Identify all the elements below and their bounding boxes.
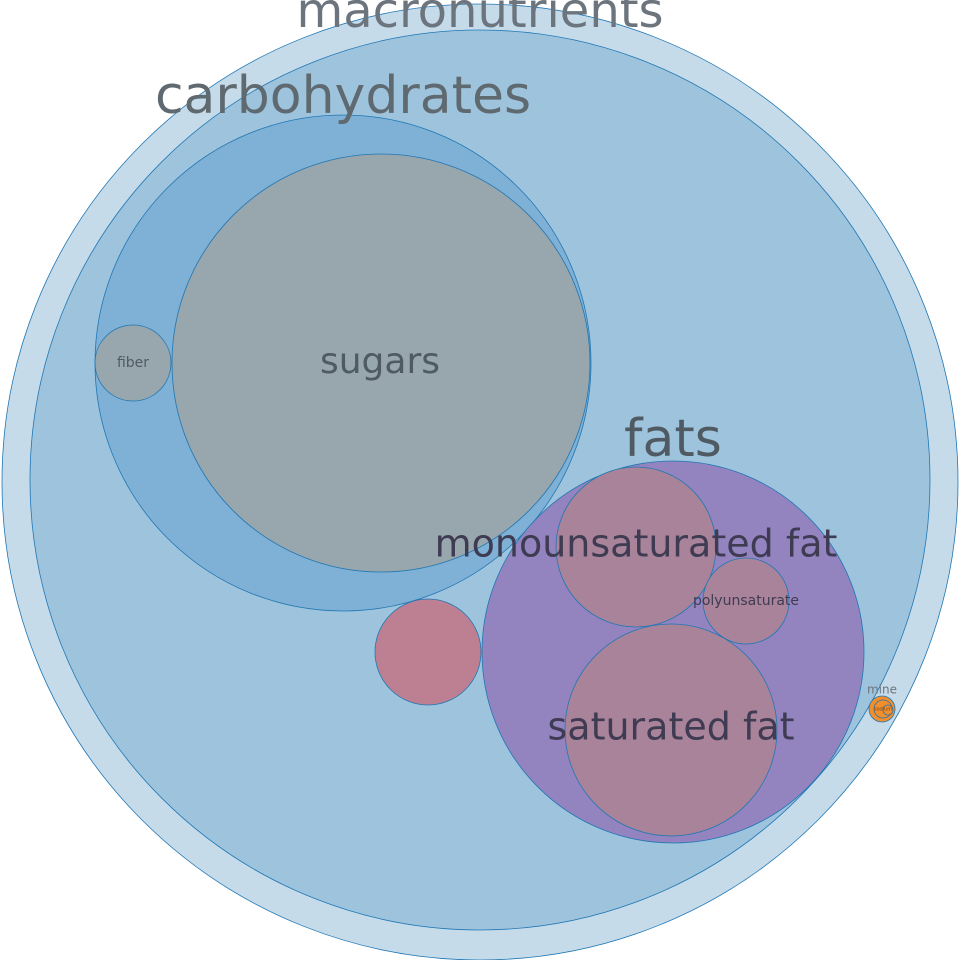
polyunsaturated-fat-bubble (702, 557, 790, 645)
unlabeled-leaf-bubble (374, 598, 482, 706)
sugars-bubble (171, 153, 591, 573)
mineral-leaf-bubble (882, 704, 894, 716)
monounsaturated-fat-bubble (555, 466, 717, 628)
saturated-fat-bubble (564, 623, 778, 837)
fiber-bubble (94, 324, 172, 402)
